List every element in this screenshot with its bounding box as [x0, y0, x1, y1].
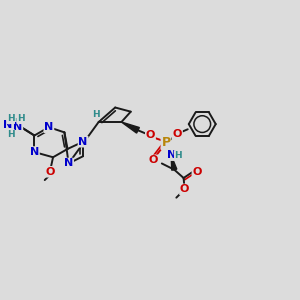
Text: H: H [14, 124, 22, 133]
Text: O: O [45, 167, 55, 177]
Text: P: P [161, 136, 170, 149]
Text: H: H [175, 151, 182, 160]
Text: O: O [180, 184, 189, 194]
Polygon shape [171, 155, 177, 170]
Text: H: H [14, 118, 22, 127]
Polygon shape [122, 122, 140, 133]
Text: N: N [44, 122, 53, 132]
Text: N: N [3, 120, 13, 130]
Text: H: H [7, 114, 14, 123]
Text: H: H [92, 110, 99, 119]
Text: H: H [7, 130, 14, 139]
Text: H: H [17, 114, 25, 123]
Text: O: O [192, 167, 202, 177]
Text: N: N [64, 158, 73, 169]
Text: N: N [30, 147, 39, 157]
Text: N: N [13, 122, 22, 132]
Text: O: O [146, 130, 155, 140]
Text: N: N [79, 137, 88, 147]
Text: O: O [173, 130, 182, 140]
Text: N: N [167, 150, 176, 160]
Text: O: O [149, 155, 158, 165]
